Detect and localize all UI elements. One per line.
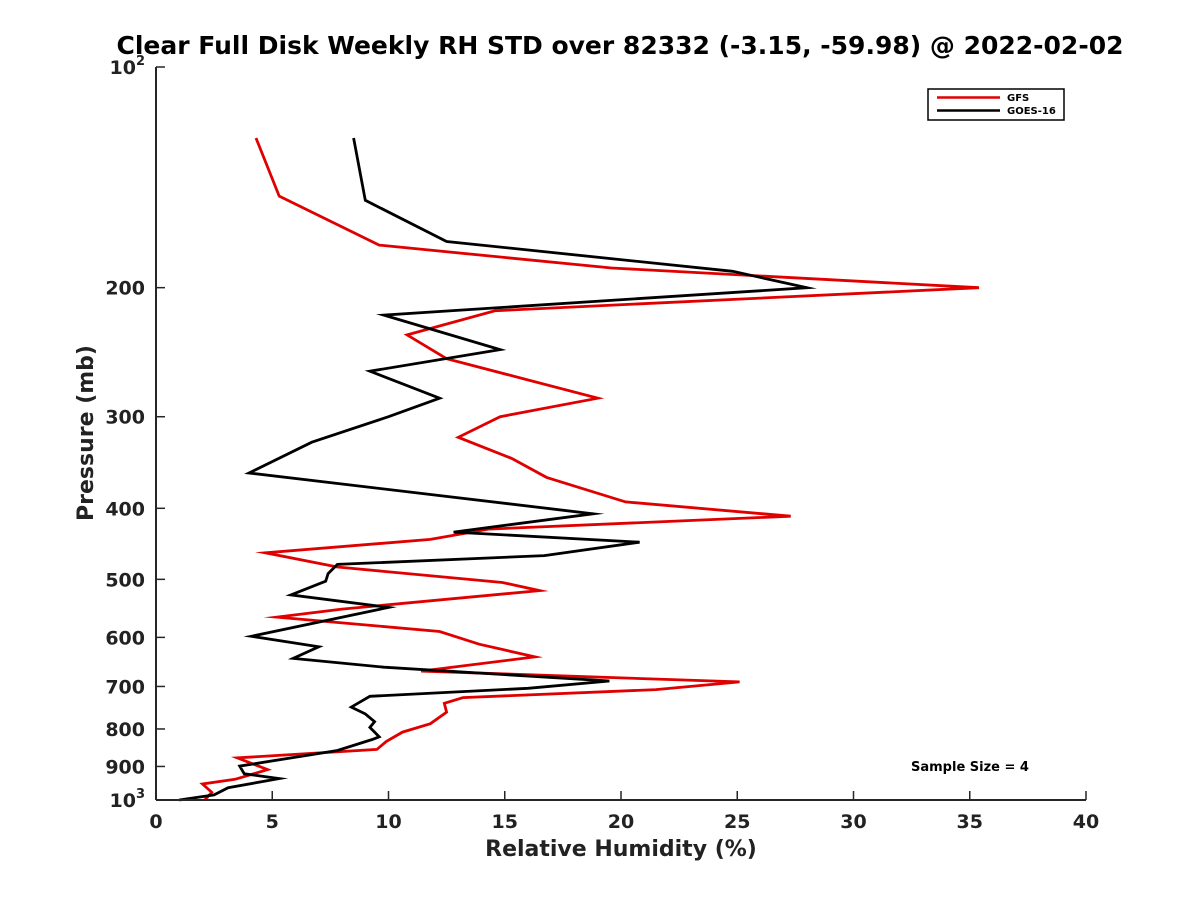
legend: GFS GOES-16 xyxy=(927,88,1065,121)
chart-title: Clear Full Disk Weekly RH STD over 82332… xyxy=(117,31,1124,60)
x-axis-label: Relative Humidity (%) xyxy=(485,837,757,862)
x-tick-label: 20 xyxy=(608,811,634,833)
series-line-goes16 xyxy=(179,137,817,802)
sample-size-annotation: Sample Size = 4 xyxy=(911,760,1029,775)
legend-label-gfs: GFS xyxy=(1007,93,1029,104)
y-tick-label: 300 xyxy=(105,407,145,429)
y-tick-label: 500 xyxy=(105,569,145,591)
x-ticks: 0 5 10 15 20 25 30 35 40 xyxy=(149,791,1099,833)
x-tick-label: 10 xyxy=(375,811,401,833)
x-tick-label: 0 xyxy=(149,811,162,833)
y-tick-label: 600 xyxy=(105,627,145,649)
y-tick-label: 800 xyxy=(105,719,145,741)
y-tick-exponent: 3 xyxy=(136,787,145,802)
y-tick-label: 900 xyxy=(105,756,145,778)
legend-label-goes16: GOES-16 xyxy=(1007,106,1056,117)
y-tick-label: 700 xyxy=(105,676,145,698)
y-tick-label: 102 xyxy=(110,54,146,79)
x-tick-label: 25 xyxy=(724,811,750,833)
x-tick-label: 5 xyxy=(266,811,279,833)
y-tick-base: 10 xyxy=(110,790,136,812)
x-tick-label: 30 xyxy=(840,811,866,833)
y-tick-exponent: 2 xyxy=(136,54,145,69)
y-tick-base: 10 xyxy=(110,57,136,79)
x-tick-label: 15 xyxy=(492,811,518,833)
series-line-gfs xyxy=(199,137,980,801)
y-tick-label: 103 xyxy=(110,787,146,812)
legend-box xyxy=(927,88,1065,121)
y-tick-label: 200 xyxy=(105,278,145,300)
plot-lines xyxy=(179,137,980,802)
y-tick-label: 400 xyxy=(105,498,145,520)
x-tick-label: 40 xyxy=(1073,811,1099,833)
y-axis-label: Pressure (mb) xyxy=(74,345,99,521)
x-tick-label: 35 xyxy=(957,811,983,833)
